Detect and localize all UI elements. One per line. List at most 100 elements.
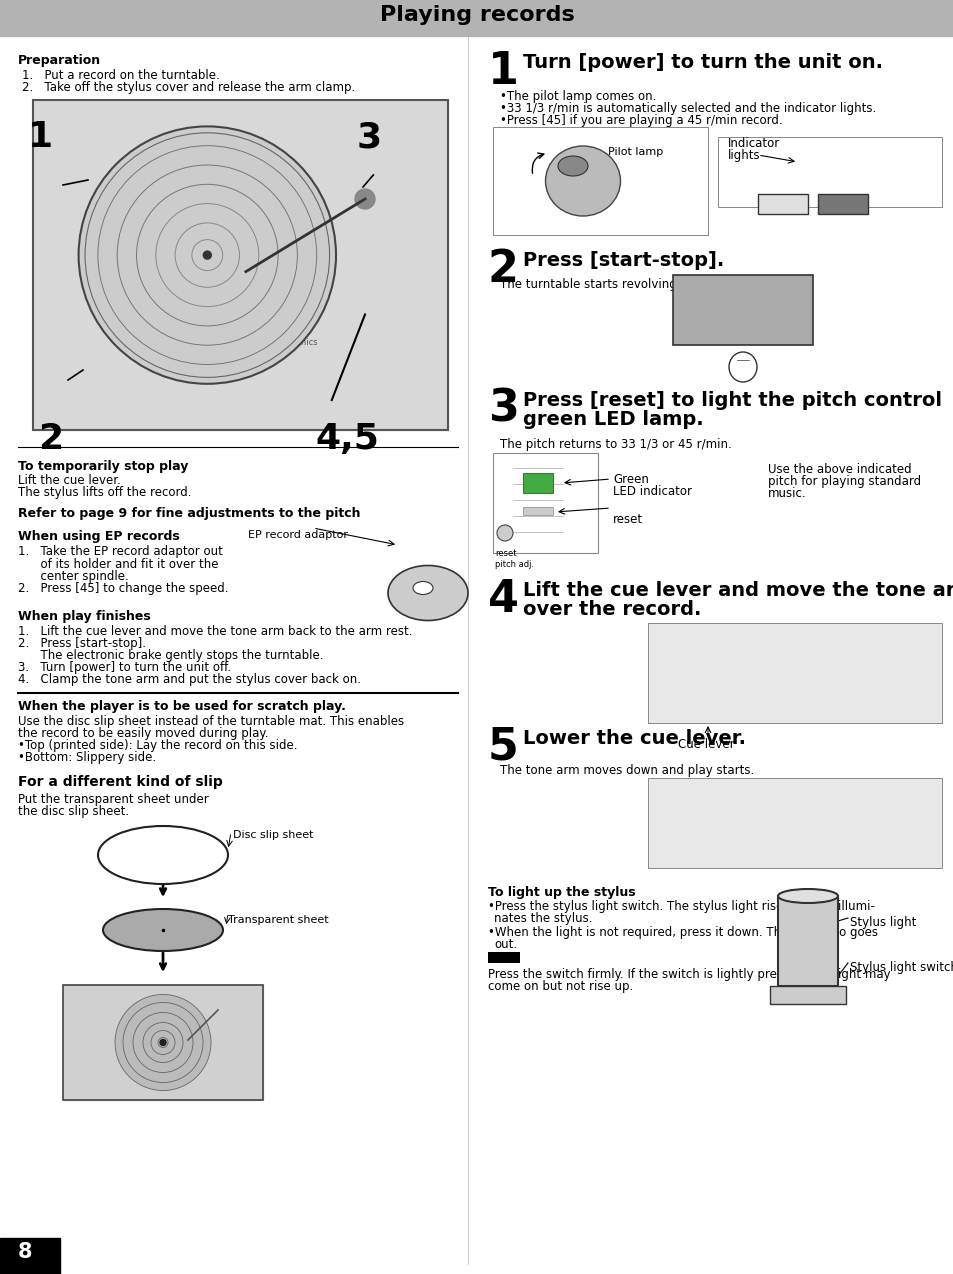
Bar — [817, 194, 867, 214]
Text: Turn [power] to turn the unit on.: Turn [power] to turn the unit on. — [522, 54, 882, 73]
Text: 1.   Lift the cue lever and move the tone arm back to the arm rest.: 1. Lift the cue lever and move the tone … — [18, 626, 412, 638]
Bar — [778, 896, 837, 986]
Text: When play finishes: When play finishes — [18, 610, 151, 623]
Text: 2: 2 — [38, 422, 63, 456]
Text: Lift the cue lever.: Lift the cue lever. — [18, 474, 121, 487]
Text: nates the stylus.: nates the stylus. — [494, 912, 592, 925]
Text: lights: lights — [727, 149, 760, 162]
Bar — [718, 138, 941, 208]
Text: Press the switch firmly. If the switch is lightly pressed, the light may: Press the switch firmly. If the switch i… — [488, 968, 890, 981]
Text: Lift the cue lever and move the tone arm: Lift the cue lever and move the tone arm — [522, 581, 953, 600]
Text: Press [reset] to light the pitch control: Press [reset] to light the pitch control — [522, 391, 941, 410]
Text: 1.   Take the EP record adaptor out: 1. Take the EP record adaptor out — [18, 545, 223, 558]
Circle shape — [78, 126, 335, 383]
Text: reset: reset — [495, 549, 516, 558]
Text: The tone arm moves down and play starts.: The tone arm moves down and play starts. — [499, 764, 754, 777]
Text: 1.   Put a record on the turntable.: 1. Put a record on the turntable. — [22, 69, 219, 82]
Circle shape — [115, 995, 211, 1091]
Text: Refer to page 9 for fine adjustments to the pitch: Refer to page 9 for fine adjustments to … — [18, 507, 360, 520]
Text: pitch for playing standard: pitch for playing standard — [767, 475, 921, 488]
Bar — [493, 127, 707, 234]
Bar — [522, 507, 553, 515]
Text: 3: 3 — [488, 389, 518, 431]
Text: When using EP records: When using EP records — [18, 530, 179, 543]
Text: Stylus light: Stylus light — [849, 916, 916, 929]
Bar — [493, 454, 598, 553]
Text: 3: 3 — [356, 120, 381, 154]
Bar — [33, 99, 448, 431]
Text: EP record adaptor: EP record adaptor — [248, 530, 348, 540]
Bar — [769, 986, 845, 1004]
Text: To light up the stylus: To light up the stylus — [488, 885, 635, 899]
Text: music.: music. — [767, 487, 806, 499]
Text: The electronic brake gently stops the turntable.: The electronic brake gently stops the tu… — [18, 648, 323, 662]
Text: •When the light is not required, press it down. The light also goes: •When the light is not required, press i… — [488, 926, 877, 939]
Text: Use the disc slip sheet instead of the turntable mat. This enables: Use the disc slip sheet instead of the t… — [18, 715, 404, 727]
Text: out.: out. — [494, 938, 517, 950]
Text: Playing records: Playing records — [379, 5, 574, 25]
Text: Technics: Technics — [132, 842, 183, 852]
Text: Green: Green — [613, 473, 648, 485]
Text: 3.   Turn [power] to turn the unit off.: 3. Turn [power] to turn the unit off. — [18, 661, 231, 674]
Bar — [647, 623, 941, 724]
Bar — [672, 275, 812, 345]
Text: the record to be easily moved during play.: the record to be easily moved during pla… — [18, 727, 268, 740]
Text: 33: 33 — [769, 197, 784, 210]
Text: over the record.: over the record. — [522, 600, 700, 619]
Text: LED indicator: LED indicator — [613, 485, 691, 498]
Text: Cue lever: Cue lever — [678, 738, 734, 750]
Text: The turntable starts revolving.: The turntable starts revolving. — [499, 278, 679, 290]
Bar — [33, 99, 448, 431]
Text: To temporarily stop play: To temporarily stop play — [18, 460, 188, 473]
Text: Pilot lamp: Pilot lamp — [607, 147, 662, 157]
Text: When the player is to be used for scratch play.: When the player is to be used for scratc… — [18, 699, 346, 713]
Text: •Top (printed side): Lay the record on this side.: •Top (printed side): Lay the record on t… — [18, 739, 297, 752]
Ellipse shape — [413, 581, 433, 595]
Text: •33 1/3 r/min is automatically selected and the indicator lights.: •33 1/3 r/min is automatically selected … — [499, 102, 876, 115]
Text: 4: 4 — [488, 578, 518, 620]
Text: •Press the stylus light switch. The stylus light rises up and illumi-: •Press the stylus light switch. The styl… — [488, 899, 874, 913]
Text: Use the above indicated: Use the above indicated — [767, 462, 911, 476]
Ellipse shape — [103, 910, 223, 950]
Bar — [758, 194, 807, 214]
Bar — [0, 0, 953, 36]
Text: pitch adj.: pitch adj. — [495, 561, 534, 569]
Bar — [0, 1238, 60, 1274]
Circle shape — [203, 251, 211, 259]
Text: 1: 1 — [488, 50, 518, 93]
Text: Lower the cue lever.: Lower the cue lever. — [522, 729, 745, 748]
Text: •The pilot lamp comes on.: •The pilot lamp comes on. — [499, 90, 656, 103]
Text: green LED lamp.: green LED lamp. — [522, 410, 703, 429]
Ellipse shape — [778, 889, 837, 903]
Text: •Press [45] if you are playing a 45 r/min record.: •Press [45] if you are playing a 45 r/mi… — [499, 113, 781, 127]
Text: Disc slip sheet: Disc slip sheet — [233, 829, 314, 840]
Bar — [63, 985, 263, 1099]
Text: 4.   Clamp the tone arm and put the stylus cover back on.: 4. Clamp the tone arm and put the stylus… — [18, 673, 360, 685]
Ellipse shape — [728, 352, 757, 382]
Text: of its holder and fit it over the: of its holder and fit it over the — [18, 558, 218, 571]
Text: 1: 1 — [28, 120, 53, 154]
Bar — [522, 473, 553, 493]
Text: Preparation: Preparation — [18, 54, 101, 68]
Text: 5: 5 — [488, 726, 518, 769]
Text: Put the transparent sheet under: Put the transparent sheet under — [18, 792, 209, 806]
Text: Transparent sheet: Transparent sheet — [228, 915, 328, 925]
Text: the disc slip sheet.: the disc slip sheet. — [18, 805, 129, 818]
Text: reset: reset — [613, 513, 642, 526]
Text: The pitch returns to 33 1/3 or 45 r/min.: The pitch returns to 33 1/3 or 45 r/min. — [499, 438, 731, 451]
Text: sɔıuɥɔǝ⊥: sɔıuɥɔǝ⊥ — [135, 854, 185, 864]
Text: Technics: Technics — [282, 338, 317, 347]
Text: start•stop: start•stop — [711, 278, 774, 290]
Text: 8: 8 — [18, 1242, 32, 1263]
Text: Stylus light switch: Stylus light switch — [849, 961, 953, 975]
Ellipse shape — [545, 147, 619, 217]
Ellipse shape — [558, 155, 587, 176]
Circle shape — [355, 189, 375, 209]
Ellipse shape — [98, 826, 228, 884]
Circle shape — [160, 1040, 166, 1046]
Text: 2.   Press [45] to change the speed.: 2. Press [45] to change the speed. — [18, 582, 229, 595]
Text: 45: 45 — [829, 197, 844, 210]
Text: come on but not rise up.: come on but not rise up. — [488, 980, 633, 992]
Text: The stylus lifts off the record.: The stylus lifts off the record. — [18, 485, 192, 499]
Text: For a different kind of slip: For a different kind of slip — [18, 775, 222, 789]
